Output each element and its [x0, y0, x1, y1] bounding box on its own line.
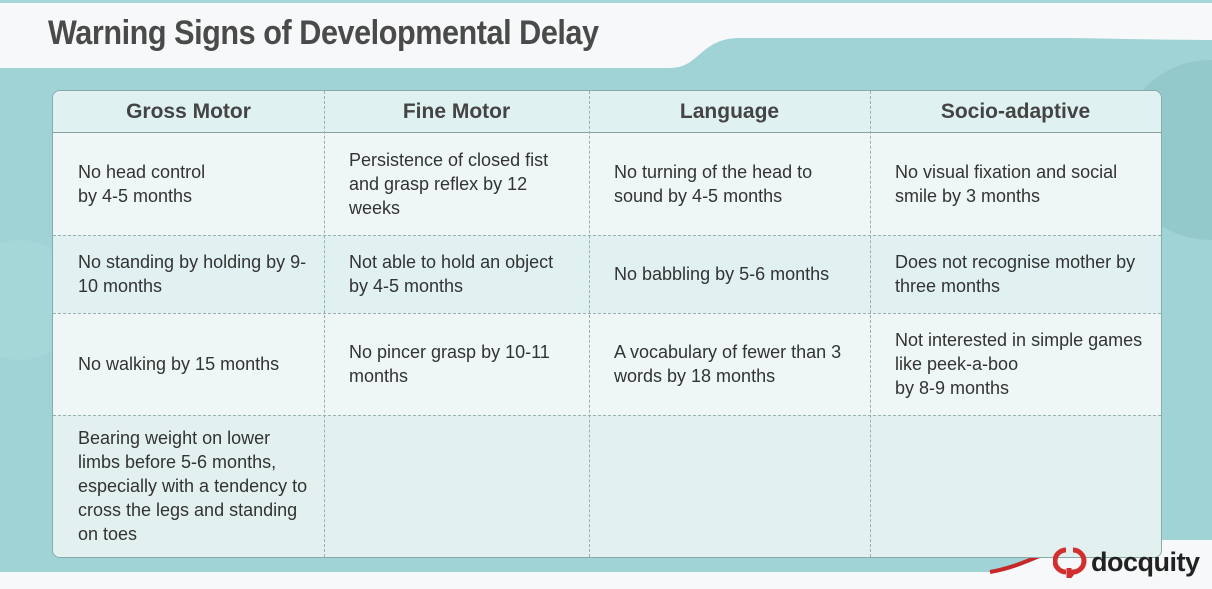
table-cell: No walking by 15 months	[78, 354, 280, 374]
row-divider	[53, 415, 1161, 416]
table-cell: No babbling by 5-6 months	[614, 264, 830, 284]
row-divider	[53, 235, 1161, 236]
row-background	[53, 132, 1161, 235]
column-header: Fine Motor	[324, 91, 589, 133]
column-header: Language	[589, 91, 870, 133]
column-header: Gross Motor	[53, 91, 324, 133]
table-cell: No turning of the head to sound by 4-5 m…	[614, 161, 813, 206]
table-cell: No pincer grasp by 10-11 months	[349, 342, 550, 386]
table-cell: No visual fixation and social smile by 3…	[895, 161, 1118, 206]
column-divider	[870, 91, 871, 557]
column-divider	[324, 91, 325, 557]
table-cell: No head control by 4-5 months	[78, 161, 206, 206]
table-cell: Persistence of closed fist and grasp ref…	[349, 149, 549, 218]
column-header: Socio-adaptive	[870, 91, 1161, 133]
table-cell	[324, 415, 589, 557]
table-cell	[870, 415, 1161, 557]
docquity-logo-icon	[1053, 547, 1087, 578]
table-cell: Not able to hold an object by 4-5 months	[349, 252, 554, 296]
column-divider	[589, 91, 590, 557]
logo-text: docquity	[1091, 546, 1200, 577]
row-divider	[53, 313, 1161, 314]
table-cell: No standing by holding by 9-10 months	[78, 252, 307, 296]
row-background	[53, 415, 1161, 557]
page-title: Warning Signs of Developmental Delay	[48, 14, 599, 52]
table-cell	[589, 415, 870, 557]
row-background	[53, 235, 1161, 313]
row-background	[53, 313, 1161, 415]
table-cell: Does not recognise mother by three month…	[895, 252, 1136, 296]
table-cell: Bearing weight on lower limbs before 5-6…	[78, 428, 308, 544]
warning-signs-table: Gross Motor Fine Motor Language Socio-adapt…	[52, 90, 1162, 558]
table-cell: Not interested in simple games like peek…	[895, 330, 1143, 398]
table-cell: A vocabulary of fewer than 3 words by 18…	[614, 342, 842, 386]
docquity-logo: docquity	[1053, 546, 1200, 578]
